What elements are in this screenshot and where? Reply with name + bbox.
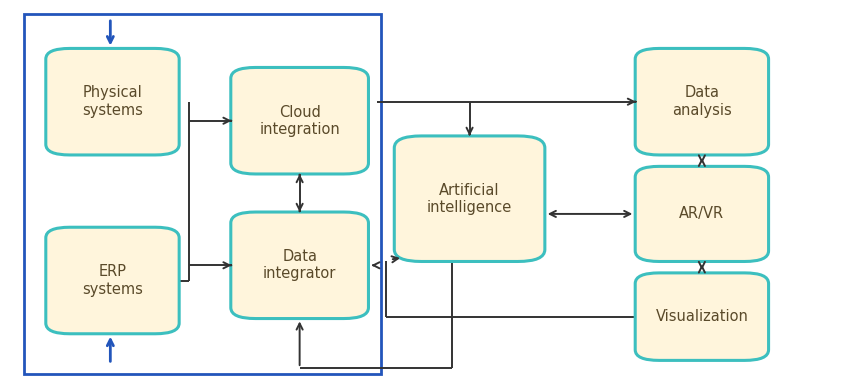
Text: Data
integrator: Data integrator	[263, 249, 336, 281]
Text: Physical
systems: Physical systems	[82, 85, 143, 118]
Text: AR/VR: AR/VR	[679, 207, 725, 222]
Text: ERP
systems: ERP systems	[82, 264, 143, 297]
FancyBboxPatch shape	[394, 136, 545, 261]
Text: Artificial
intelligence: Artificial intelligence	[427, 183, 512, 215]
Text: Data
analysis: Data analysis	[672, 85, 732, 118]
FancyBboxPatch shape	[46, 227, 179, 334]
Text: Visualization: Visualization	[656, 309, 748, 324]
FancyBboxPatch shape	[231, 212, 368, 318]
FancyBboxPatch shape	[635, 273, 768, 361]
FancyBboxPatch shape	[231, 68, 368, 174]
FancyBboxPatch shape	[46, 48, 179, 155]
FancyBboxPatch shape	[635, 48, 768, 155]
FancyBboxPatch shape	[635, 166, 768, 261]
Text: Cloud
integration: Cloud integration	[259, 105, 340, 137]
